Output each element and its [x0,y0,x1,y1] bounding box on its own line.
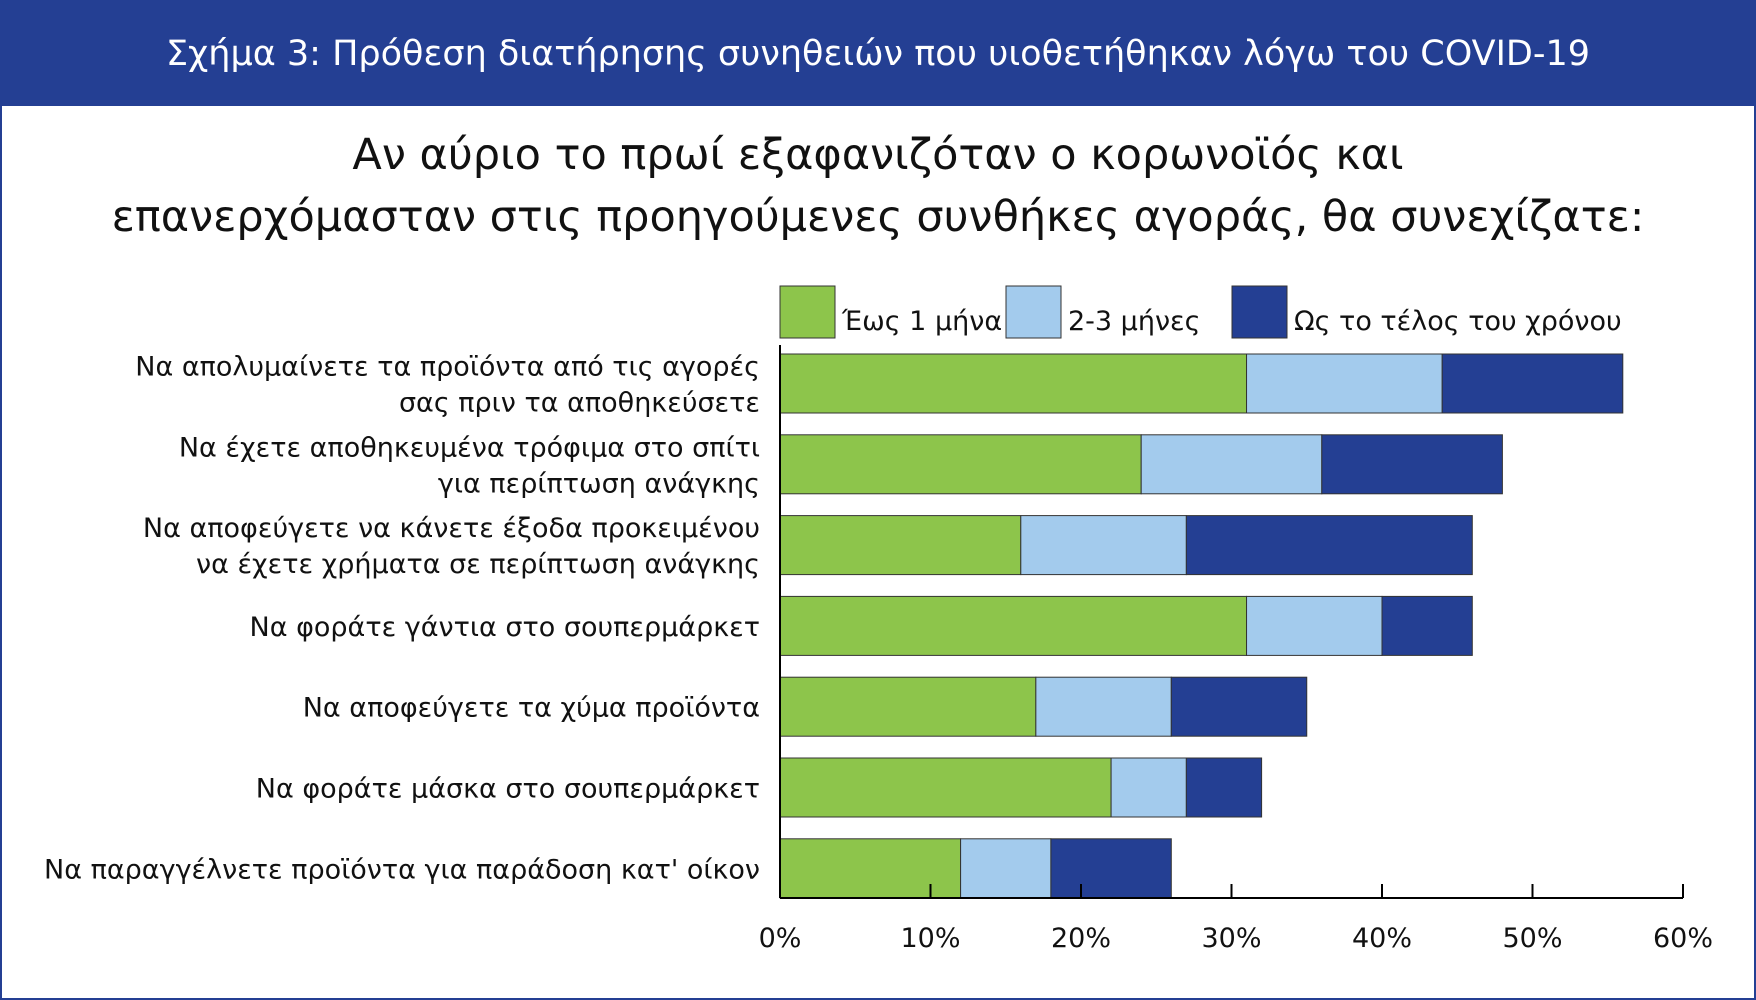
bar-segment [1321,434,1503,495]
bar-segment [779,676,1037,737]
category-label: Να φοράτε γάντια στο σουπερμάρκετ [250,612,761,643]
bar-segment [779,838,962,899]
figure-header: Σχήμα 3: Πρόθεση διατήρησης συνηθειών πο… [2,2,1754,106]
bar-segment [1035,676,1172,737]
legend-swatch [779,285,836,339]
bar-segment [779,434,1142,495]
category-label: Να αποφεύγετε τα χύμα προϊόντα [303,693,760,724]
category-label-line: Να φοράτε μάσκα στο σουπερμάρκετ [256,774,760,805]
x-tick-label: 20% [1051,923,1111,954]
category-label: Να αποφεύγετε να κάνετε έξοδα προκειμένο… [143,513,760,580]
category-label-line: Να απολυμαίνετε τα προϊόντα από τις αγορ… [135,352,760,383]
category-label: Να έχετε αποθηκευμένα τρόφιμα στο σπίτι γ… [179,432,760,499]
bar-segment [779,353,1248,414]
x-tick-label: 0% [759,923,802,954]
category-label-line: Να φοράτε γάντια στο σουπερμάρκετ [250,612,761,643]
chart-title-line-1: Αν αύριο το πρωί εξαφανιζόταν ο κορωνοϊό… [352,130,1404,180]
legend-label: Έως 1 μήνα [841,306,1002,337]
axes: 0% 10% 20% 30% 40% 50% 60% [759,345,1713,954]
bar-segment [1441,353,1624,414]
legend-label: 2-3 μήνες [1068,306,1201,337]
legend-label: Ως το τέλος του χρόνου [1294,306,1622,337]
x-tick-label: 50% [1502,923,1562,954]
bar-segment [960,838,1052,899]
bar-segment [1185,757,1263,818]
x-tick-label: 10% [900,923,960,954]
bar-segment [779,595,1248,656]
category-label: Να παραγγέλνετε προϊόντα για παράδοση κα… [44,854,760,885]
category-label-line: σας πριν τα αποθηκεύσετε [399,388,760,419]
category-label: Να απολυμαίνετε τα προϊόντα από τις αγορ… [135,352,760,419]
bars: Να απολυμαίνετε τα προϊόντα από τις αγορ… [44,352,1624,899]
bar-segment [1246,353,1443,414]
legend-swatch [1005,285,1062,339]
bar-segment [1020,515,1187,576]
bar-segment [1246,595,1383,656]
bar-segment [779,757,1112,818]
chart-title-line-2: επανερχόμασταν στις προηγούμενες συνθήκε… [111,192,1645,242]
bar-segment [1110,757,1187,818]
category-label-line: Να έχετε αποθηκευμένα τρόφιμα στο σπίτι [179,432,760,463]
category-label-line: Να παραγγέλνετε προϊόντα για παράδοση κα… [44,854,760,885]
x-tick-label: 30% [1201,923,1261,954]
category-label-line: να έχετε χρήματα σε περίπτωση ανάγκης [196,549,760,580]
bar-segment [1050,838,1172,899]
bar-segment [1170,676,1308,737]
category-label-line: για περίπτωση ανάγκης [438,468,760,499]
legend: Έως 1 μήνα 2-3 μήνες Ως το τέλος του χρόνο… [779,285,1622,339]
category-label: Να φοράτε μάσκα στο σουπερμάρκετ [256,774,760,805]
x-tick-label: 60% [1653,923,1713,954]
bar-segment [1140,434,1323,495]
bar-segment [1185,515,1473,576]
figure-caption: Σχήμα 3: Πρόθεση διατήρησης συνηθειών πο… [165,34,1591,74]
chart-title: Αν αύριο το πρωί εξαφανιζόταν ο κορωνοϊό… [2,124,1754,248]
legend-swatch [1231,285,1288,339]
bar-segment [779,515,1022,576]
x-tick-label: 40% [1352,923,1412,954]
bar-segment [1381,595,1473,656]
category-label-line: Να αποφεύγετε τα χύμα προϊόντα [303,693,760,724]
category-label-line: Να αποφεύγετε να κάνετε έξοδα προκειμένο… [143,513,760,544]
